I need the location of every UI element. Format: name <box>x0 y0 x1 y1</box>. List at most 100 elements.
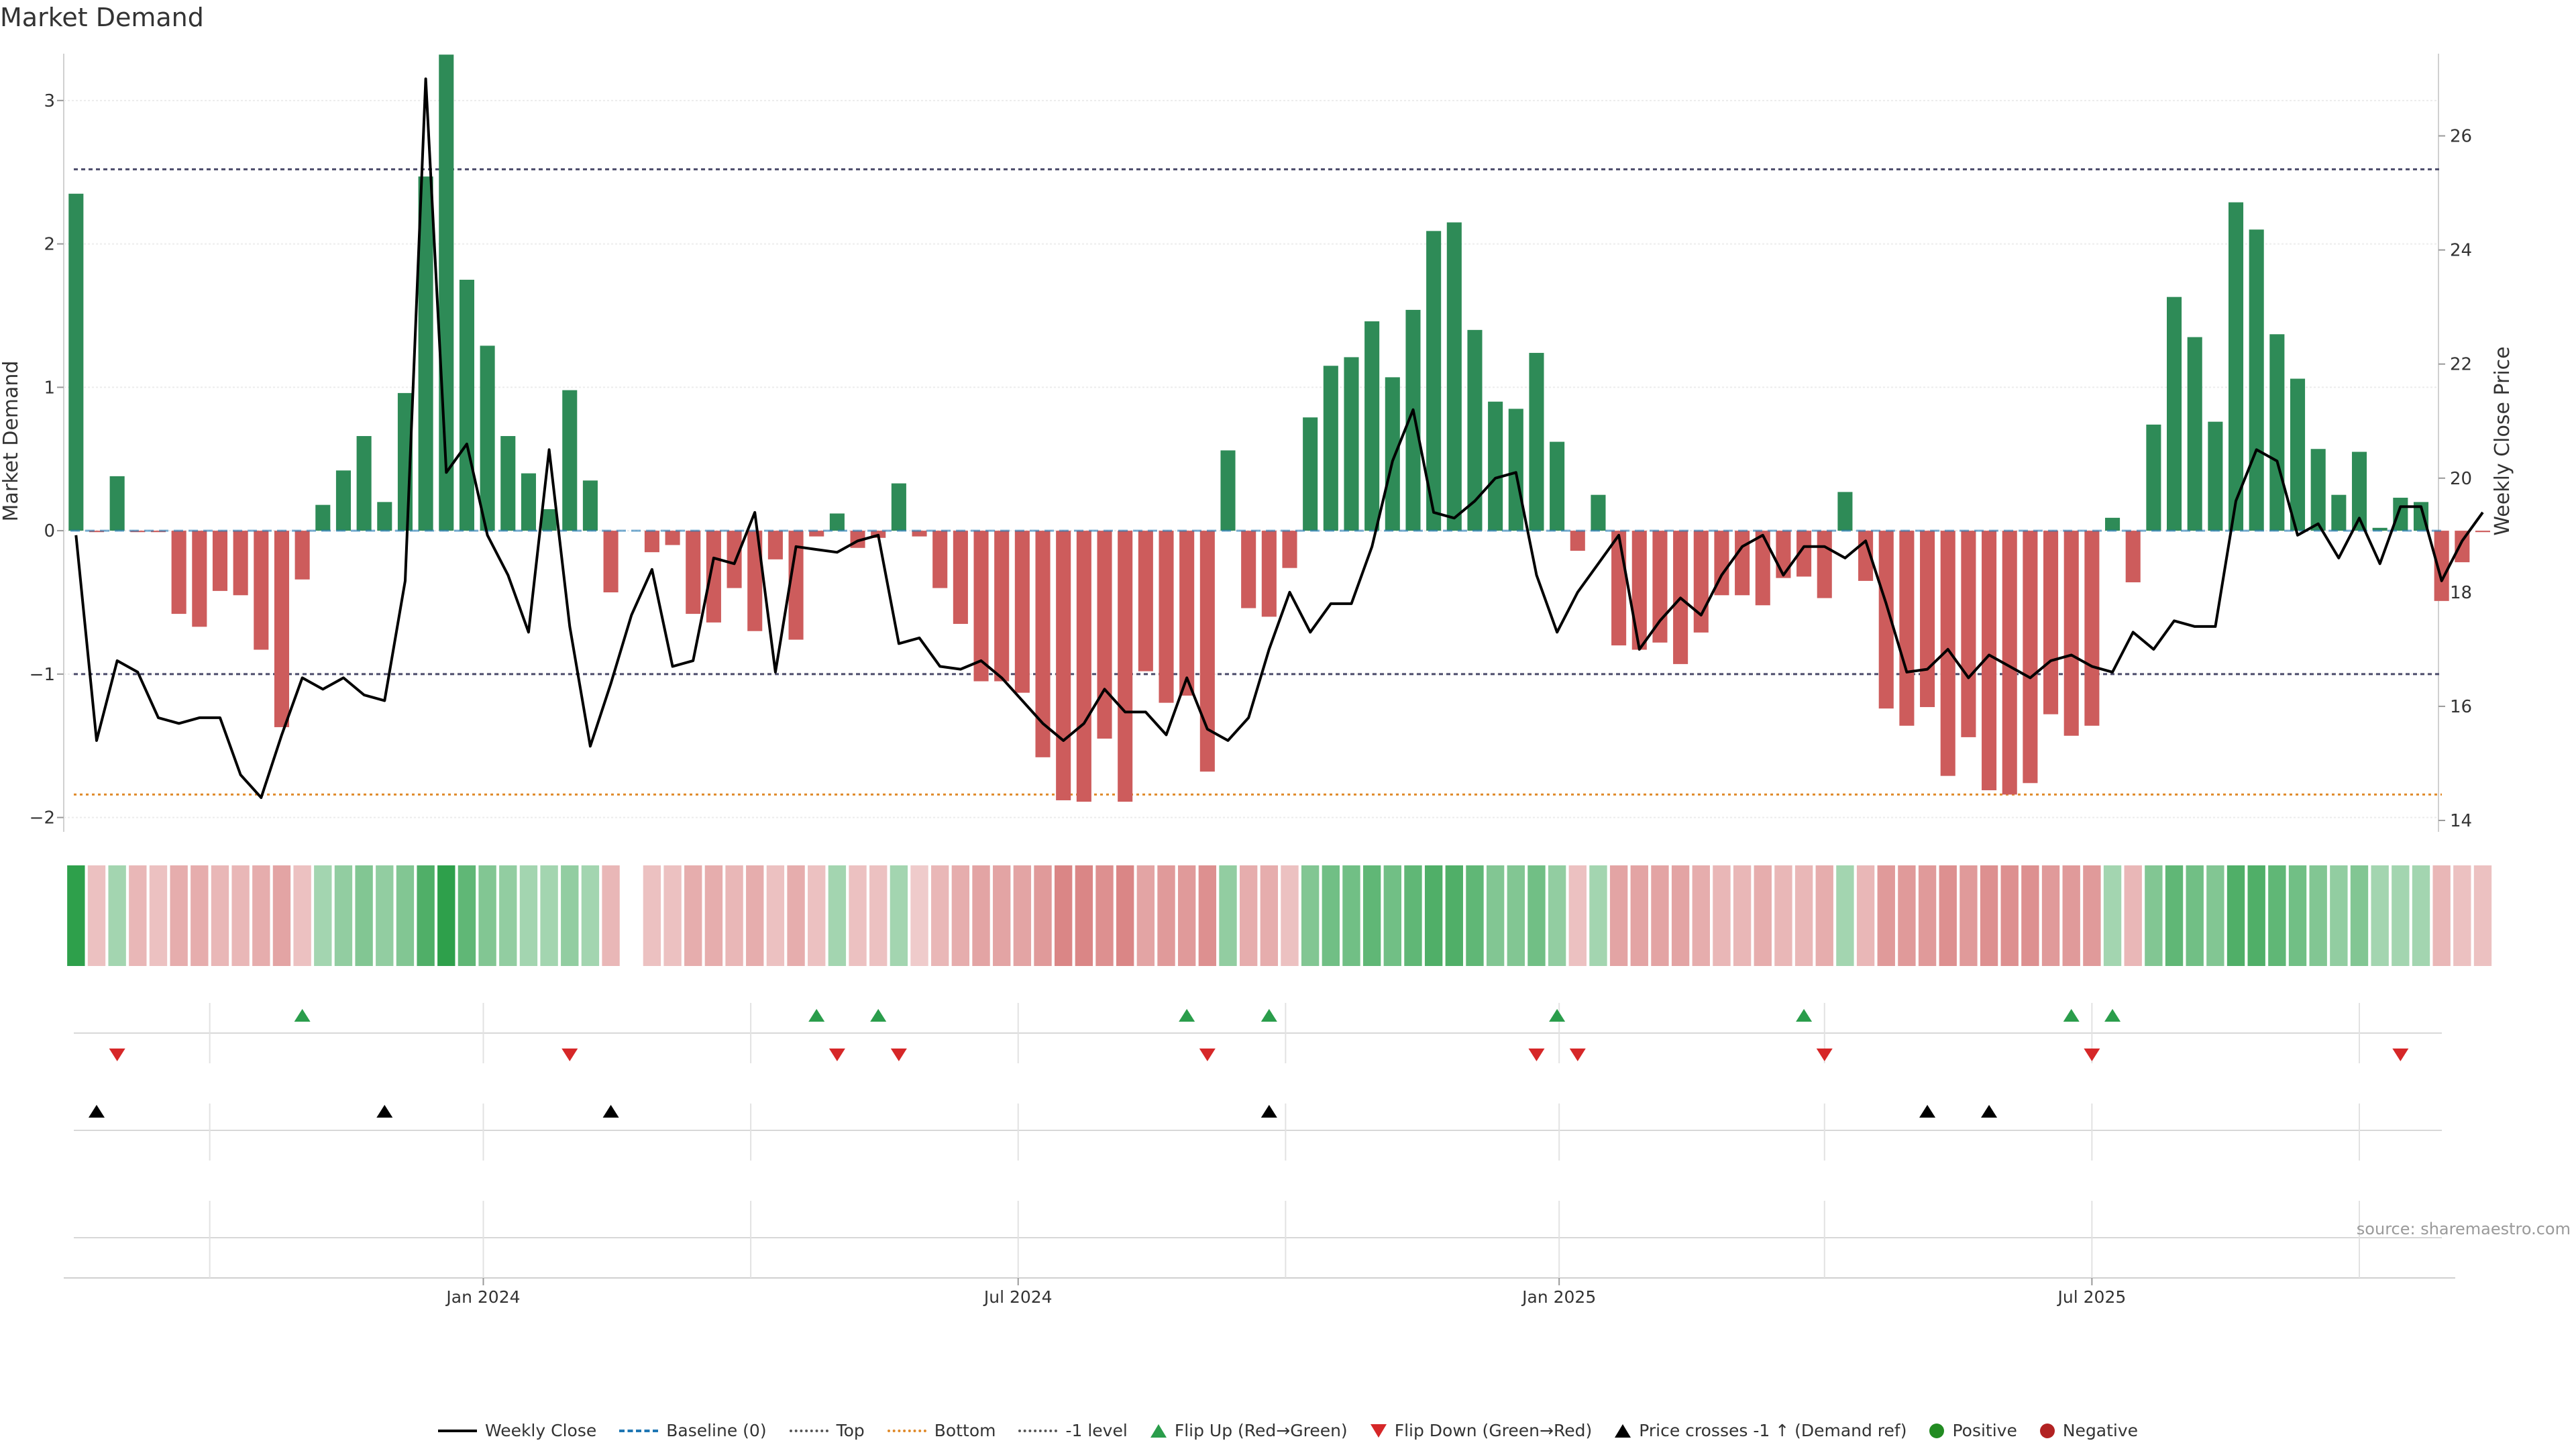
heat-strip-cell <box>1322 865 1340 966</box>
heat-strip-cell <box>231 865 250 966</box>
heat-strip-cell <box>1774 865 1792 966</box>
demand-bar <box>192 531 207 627</box>
heat-strip-cell <box>2186 865 2204 966</box>
demand-bar <box>2475 531 2491 533</box>
demand-bar <box>1940 531 1955 776</box>
demand-bar <box>1282 531 1297 568</box>
heat-strip-cell <box>1136 865 1155 966</box>
flip-down-marker <box>1569 1049 1586 1061</box>
demand-bar <box>254 531 269 650</box>
heat-strip-cell <box>1568 865 1587 966</box>
demand-bar <box>212 531 228 591</box>
heat-strip-cell <box>2083 865 2101 966</box>
heat-strip-cell <box>252 865 270 966</box>
demand-bar <box>418 176 433 531</box>
y2-tick-label: 24 <box>2450 241 2472 261</box>
heat-strip-cell <box>663 865 682 966</box>
flip-up-marker <box>1549 1009 1566 1022</box>
heat-strip-cell <box>1342 865 1360 966</box>
demand-bar <box>562 390 578 531</box>
demand-bar <box>2310 449 2326 531</box>
demand-bar <box>1405 309 1421 531</box>
heat-strip-cell <box>1898 865 1916 966</box>
demand-bar <box>274 531 290 727</box>
flip-down-marker <box>561 1049 578 1061</box>
heat-strip-cell <box>1177 865 1196 966</box>
heat-strip-cell <box>1055 865 1073 966</box>
demand-bar <box>2043 531 2059 714</box>
heat-strip-cell <box>129 865 147 966</box>
flip-down-marker <box>1816 1049 1833 1061</box>
heat-strip-cell <box>1095 865 1114 966</box>
demand-bar <box>2208 421 2223 531</box>
heat-strip-cell <box>684 865 702 966</box>
flip-down-marker <box>2084 1049 2100 1061</box>
heat-strip-cell <box>87 865 106 966</box>
legend-item-bottom: Bottom <box>887 1421 996 1440</box>
heat-strip-cell <box>1713 865 1731 966</box>
heat-strip-cell <box>334 865 353 966</box>
demand-bar <box>2084 531 2100 726</box>
legend-item-top: Top <box>789 1421 865 1440</box>
legend-label: Weekly Close <box>484 1421 597 1440</box>
demand-bar <box>1796 531 1812 577</box>
flip-down-marker <box>109 1049 125 1061</box>
demand-bar <box>315 504 331 531</box>
heat-strip-cell <box>581 865 600 966</box>
demand-bar <box>2269 334 2285 531</box>
y-axis-title: Market Demand <box>0 361 23 522</box>
demand-bar <box>68 193 84 531</box>
demand-bar <box>1878 531 1894 709</box>
demand-bar <box>994 531 1010 682</box>
demand-bar <box>294 531 310 580</box>
heat-strip-cell <box>766 865 785 966</box>
flip-down-marker <box>890 1049 907 1061</box>
demand-bar <box>973 531 989 682</box>
heat-strip-cell <box>1733 865 1752 966</box>
dotted-line-icon <box>1018 1429 1058 1432</box>
demand-bar <box>1529 353 1544 531</box>
demand-bar <box>1097 531 1112 739</box>
flip-down-marker <box>1199 1049 1216 1061</box>
demand-bar <box>1138 531 1153 672</box>
red-down-triangle-icon <box>1370 1424 1387 1438</box>
demand-bar <box>1488 401 1503 531</box>
heat-strip-cell <box>808 865 826 966</box>
heat-strip-cell <box>1116 865 1134 966</box>
heat-strip-cell <box>1939 865 1957 966</box>
heat-strip-cell <box>704 865 723 966</box>
demand-bar <box>706 531 721 623</box>
demand-bar <box>1076 531 1091 802</box>
dotted-line-icon <box>789 1429 828 1432</box>
heat-strip-cell <box>1548 865 1566 966</box>
price-cross-marker <box>1981 1105 1998 1118</box>
demand-bar <box>1303 417 1318 531</box>
heat-strip-cell <box>993 865 1011 966</box>
demand-bar <box>1220 450 1236 531</box>
heat-strip-cell <box>869 865 888 966</box>
heat-strip-cell <box>499 865 517 966</box>
heat-strip-cell <box>931 865 949 966</box>
y2-tick-label: 14 <box>2450 811 2472 831</box>
demand-bar <box>1837 492 1853 531</box>
heat-strip-cell <box>2206 865 2224 966</box>
heat-strip-cell <box>376 865 394 966</box>
flip-up-marker <box>1179 1009 1195 1022</box>
heat-strip-cell <box>519 865 538 966</box>
legend-label: Top <box>836 1421 865 1440</box>
heat-strip-cell <box>1507 865 1525 966</box>
heat-strip-cell <box>1260 865 1279 966</box>
heat-strip-cell <box>396 865 415 966</box>
demand-bar <box>1755 531 1770 606</box>
demand-bar <box>727 531 742 588</box>
heat-strip-cell <box>2226 865 2245 966</box>
heat-strip-cell <box>1815 865 1833 966</box>
demand-bar <box>2002 531 2017 795</box>
x-tick-label: Jul 2024 <box>983 1287 1053 1307</box>
demand-bar <box>2434 531 2449 601</box>
orange-dotted-line-icon <box>887 1429 926 1432</box>
heat-strip-cell <box>170 865 188 966</box>
heat-strip-cell <box>2288 865 2307 966</box>
demand-bar <box>335 470 352 531</box>
heat-strip-cell <box>1383 865 1401 966</box>
